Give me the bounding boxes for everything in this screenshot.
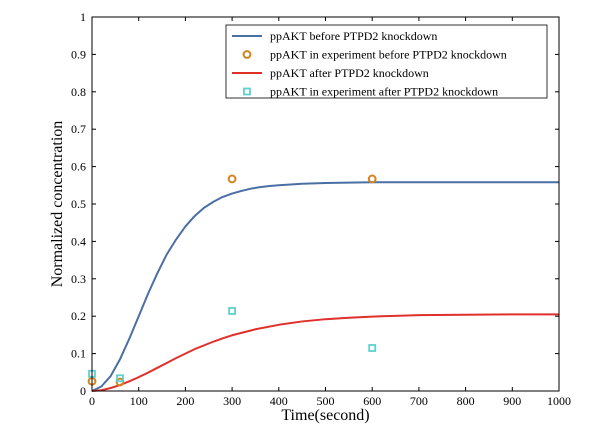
y-tick-label: 0.2 xyxy=(71,309,86,323)
data-point-square xyxy=(368,344,377,352)
x-tick-label: 0 xyxy=(89,394,95,408)
y-tick-label: 1 xyxy=(80,10,86,24)
legend-square-swatch xyxy=(243,87,251,96)
x-tick-label: 1000 xyxy=(547,394,571,408)
data-point-circle xyxy=(227,174,237,184)
x-tick-label: 400 xyxy=(270,394,288,408)
legend-label: ppAKT before PTPD2 knockdown xyxy=(270,29,437,43)
y-tick-label: 0.4 xyxy=(71,234,86,248)
x-tick-label: 300 xyxy=(223,394,241,408)
ticks-layer: 0 100 200 300 400 500 600 700 800 900 1000 0 0.1 0.2 0… xyxy=(71,10,571,408)
y-tick-label: 0.5 xyxy=(71,197,86,211)
x-axis-label: Time(second) xyxy=(281,407,369,424)
x-tick-label: 200 xyxy=(176,394,194,408)
x-tick-label: 700 xyxy=(410,394,428,408)
legend-circle-swatch xyxy=(242,50,252,59)
x-tick-label: 800 xyxy=(457,394,475,408)
legend-label: ppAKT after PTPD2 knockdown xyxy=(270,66,429,80)
y-tick-label: 0.3 xyxy=(71,272,86,286)
y-tick-label: 0.6 xyxy=(71,160,86,174)
y-tick-label: 0.7 xyxy=(71,122,86,136)
data-point-square xyxy=(116,374,124,383)
x-tick-label: 500 xyxy=(317,394,335,408)
series-line-ppakt-after-ptpd2-knockdown xyxy=(91,313,559,392)
series-line-ppakt-before-ptpd2-knockdown xyxy=(91,181,559,392)
legend-label: ppAKT in experiment before PTPD2 knockdo… xyxy=(270,48,507,62)
x-tick-label: 100 xyxy=(130,394,148,408)
y-tick-label: 0.9 xyxy=(71,47,86,61)
legend-items: ppAKT before PTPD2 knockdown ppAKT in exp… xyxy=(232,29,507,99)
data-point-square xyxy=(228,307,237,315)
y-tick-label: 0.1 xyxy=(71,347,86,361)
y-tick-label: 0 xyxy=(80,384,86,398)
legend-box xyxy=(225,24,548,99)
y-axis-label: Normalized concentration xyxy=(49,121,66,288)
x-tick-label: 900 xyxy=(503,394,521,408)
legend-label: ppAKT in experiment after PTPD2 knockdow… xyxy=(270,85,498,99)
data-point-circle xyxy=(367,174,377,184)
legend: ppAKT before PTPD2 knockdown ppAKT in exp… xyxy=(225,24,548,99)
y-tick-label: 0.8 xyxy=(71,85,86,99)
x-tick-label: 600 xyxy=(363,394,381,408)
